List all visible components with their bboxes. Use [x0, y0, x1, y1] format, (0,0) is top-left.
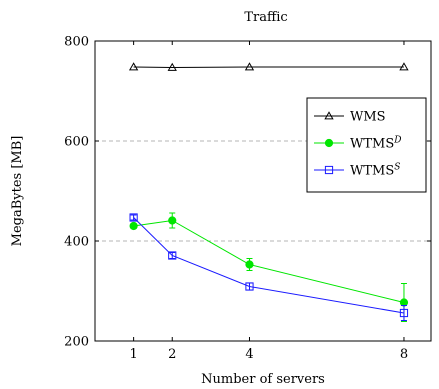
- series-wtms-d: [129, 212, 409, 322]
- series-line-wtms-d: [133, 219, 405, 303]
- y-tick-label-800: 800: [64, 35, 89, 50]
- point-wtms-d-4: [245, 260, 254, 269]
- y-axis-label: MegaBytes [MB]: [10, 136, 25, 247]
- y-tick-label-400: 400: [64, 235, 89, 250]
- y-axis: 200 400 600 800: [64, 35, 431, 350]
- point-wms-4: [244, 62, 255, 71]
- point-wms-8: [399, 62, 409, 71]
- x-tick-label-1: 1: [129, 347, 137, 362]
- x-tick-label-2: 2: [168, 347, 176, 362]
- series-wtms-s: [129, 213, 409, 321]
- legend-marker-wtms-d: [324, 138, 334, 148]
- point-wtms-s-1: [129, 213, 138, 222]
- legend-label-wtms-s: WTMSS: [350, 163, 400, 179]
- series-wms: [128, 62, 409, 71]
- series-line-wms: [133, 66, 404, 69]
- point-wtms-s-4: [245, 282, 254, 291]
- series-line-wtms-s: [133, 217, 405, 314]
- series-layer: [128, 62, 409, 322]
- chart-title: Traffic: [244, 10, 287, 25]
- legend-label-wms: WMS: [350, 110, 386, 125]
- point-wms-1: [128, 62, 139, 71]
- point-wtms-s-2: [168, 251, 177, 260]
- x-axis-label: Number of servers: [201, 372, 325, 387]
- x-tick-label-8: 8: [400, 347, 408, 362]
- x-axis: 1 2 4 8: [129, 41, 408, 362]
- plot-frame: [94, 40, 432, 342]
- legend-label-wtms-d: WTMSD: [350, 136, 401, 152]
- legend: WMS WTMSD WTMSS: [306, 97, 427, 193]
- y-tick-label-200: 200: [64, 335, 89, 350]
- point-wtms-d-2: [168, 216, 177, 225]
- point-wtms-s-8: [399, 308, 409, 318]
- legend-marker-wms: [324, 111, 334, 120]
- legend-marker-wtms-s: [324, 165, 334, 175]
- x-tick-label-4: 4: [245, 347, 253, 362]
- y-tick-label-600: 600: [64, 135, 89, 150]
- point-wms-2: [167, 62, 177, 71]
- point-wtms-d-1: [129, 221, 138, 231]
